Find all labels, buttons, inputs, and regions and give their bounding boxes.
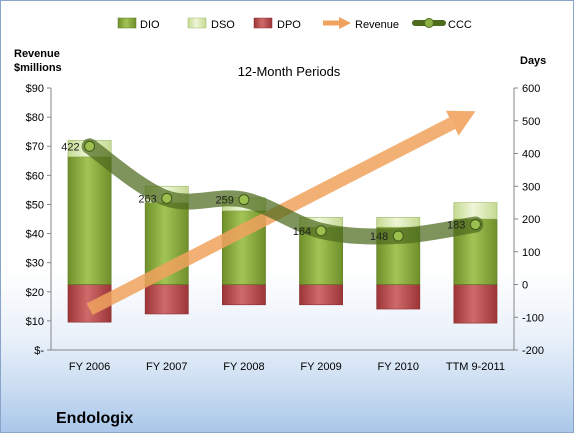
left-tick-label: $70 <box>26 141 44 153</box>
left-tick-label: $20 <box>26 287 44 299</box>
right-tick-label: -100 <box>522 312 544 324</box>
category-label: FY 2007 <box>146 361 187 373</box>
ccc-point <box>469 219 481 231</box>
right-tick-label: 0 <box>522 280 528 292</box>
bar-dpo <box>299 284 343 306</box>
category-label: FY 2010 <box>378 361 419 373</box>
left-tick-label: $- <box>34 345 44 357</box>
left-axis-ticks: $- $10 $20 $30 $40 $50 $60 $70 $80 $90 <box>26 83 51 357</box>
legend-swatch-revenue <box>323 17 351 29</box>
legend: DIO DSO DPO Revenue CCC <box>117 17 472 31</box>
right-tick-label: 100 <box>522 247 540 259</box>
ccc-point <box>238 194 250 206</box>
ccc-data-label: 183 <box>447 220 465 232</box>
left-tick-label: $80 <box>26 112 44 124</box>
left-tick-label: $50 <box>26 199 44 211</box>
legend-label-dpo: DPO <box>277 19 301 31</box>
category-label: FY 2006 <box>69 361 110 373</box>
ccc-point <box>161 192 173 204</box>
category-label: TTM 9-2011 <box>446 361 505 373</box>
ccc-point <box>315 225 327 237</box>
right-tick-label: 600 <box>522 83 540 95</box>
revenue-arrow-head <box>445 110 476 136</box>
bar-dpo <box>144 284 189 315</box>
legend-label-dso: DSO <box>211 19 235 31</box>
bar-dpo <box>222 284 266 306</box>
category-label: FY 2008 <box>223 361 264 373</box>
left-tick-label: $30 <box>26 258 44 270</box>
ccc-data-label: 422 <box>61 141 79 153</box>
left-tick-label: $40 <box>26 229 44 241</box>
right-tick-label: -200 <box>522 345 544 357</box>
bar-dso <box>376 217 421 228</box>
right-tick-label: 400 <box>522 149 540 161</box>
bar-dpo <box>376 284 421 310</box>
chart-title: 12-Month Periods <box>238 64 341 79</box>
bar-dso <box>453 202 498 220</box>
category-label: FY 2009 <box>300 361 341 373</box>
bar-dpo <box>453 284 498 324</box>
ccc-data-label: 263 <box>138 193 156 205</box>
bar-dio <box>67 156 112 285</box>
ccc-data-label: 164 <box>293 226 311 238</box>
category-labels: FY 2006 FY 2007 FY 2008 FY 2009 FY 2010 TTM 9… <box>69 361 505 373</box>
right-tick-label: 500 <box>522 116 540 128</box>
ccc-point <box>392 230 404 242</box>
legend-label-ccc: CCC <box>448 19 472 31</box>
ccc-series: 422 263 259 164 148 183 <box>61 138 484 245</box>
right-axis-ticks: -200 -100 0 100 200 300 400 500 600 <box>514 83 544 357</box>
legend-swatch-dio <box>117 17 137 29</box>
legend-label-dio: DIO <box>140 19 160 31</box>
ccc-data-label: 148 <box>370 231 388 243</box>
company-name: Endologix <box>56 410 133 427</box>
right-tick-label: 300 <box>522 181 540 193</box>
left-tick-label: $60 <box>26 170 44 182</box>
ccc-data-label: 259 <box>216 195 234 207</box>
ccc-point <box>84 140 96 152</box>
legend-label-revenue: Revenue <box>355 19 399 31</box>
left-axis-title-line2: $millions <box>14 62 62 74</box>
left-axis-title-line1: Revenue <box>14 48 60 60</box>
legend-swatch-ccc <box>412 18 446 28</box>
legend-swatch-dso <box>187 17 207 29</box>
right-tick-label: 200 <box>522 214 540 226</box>
right-axis-title: Days <box>520 55 546 67</box>
left-tick-label: $10 <box>26 316 44 328</box>
legend-swatch-dpo <box>253 17 273 29</box>
left-tick-label: $90 <box>26 83 44 95</box>
